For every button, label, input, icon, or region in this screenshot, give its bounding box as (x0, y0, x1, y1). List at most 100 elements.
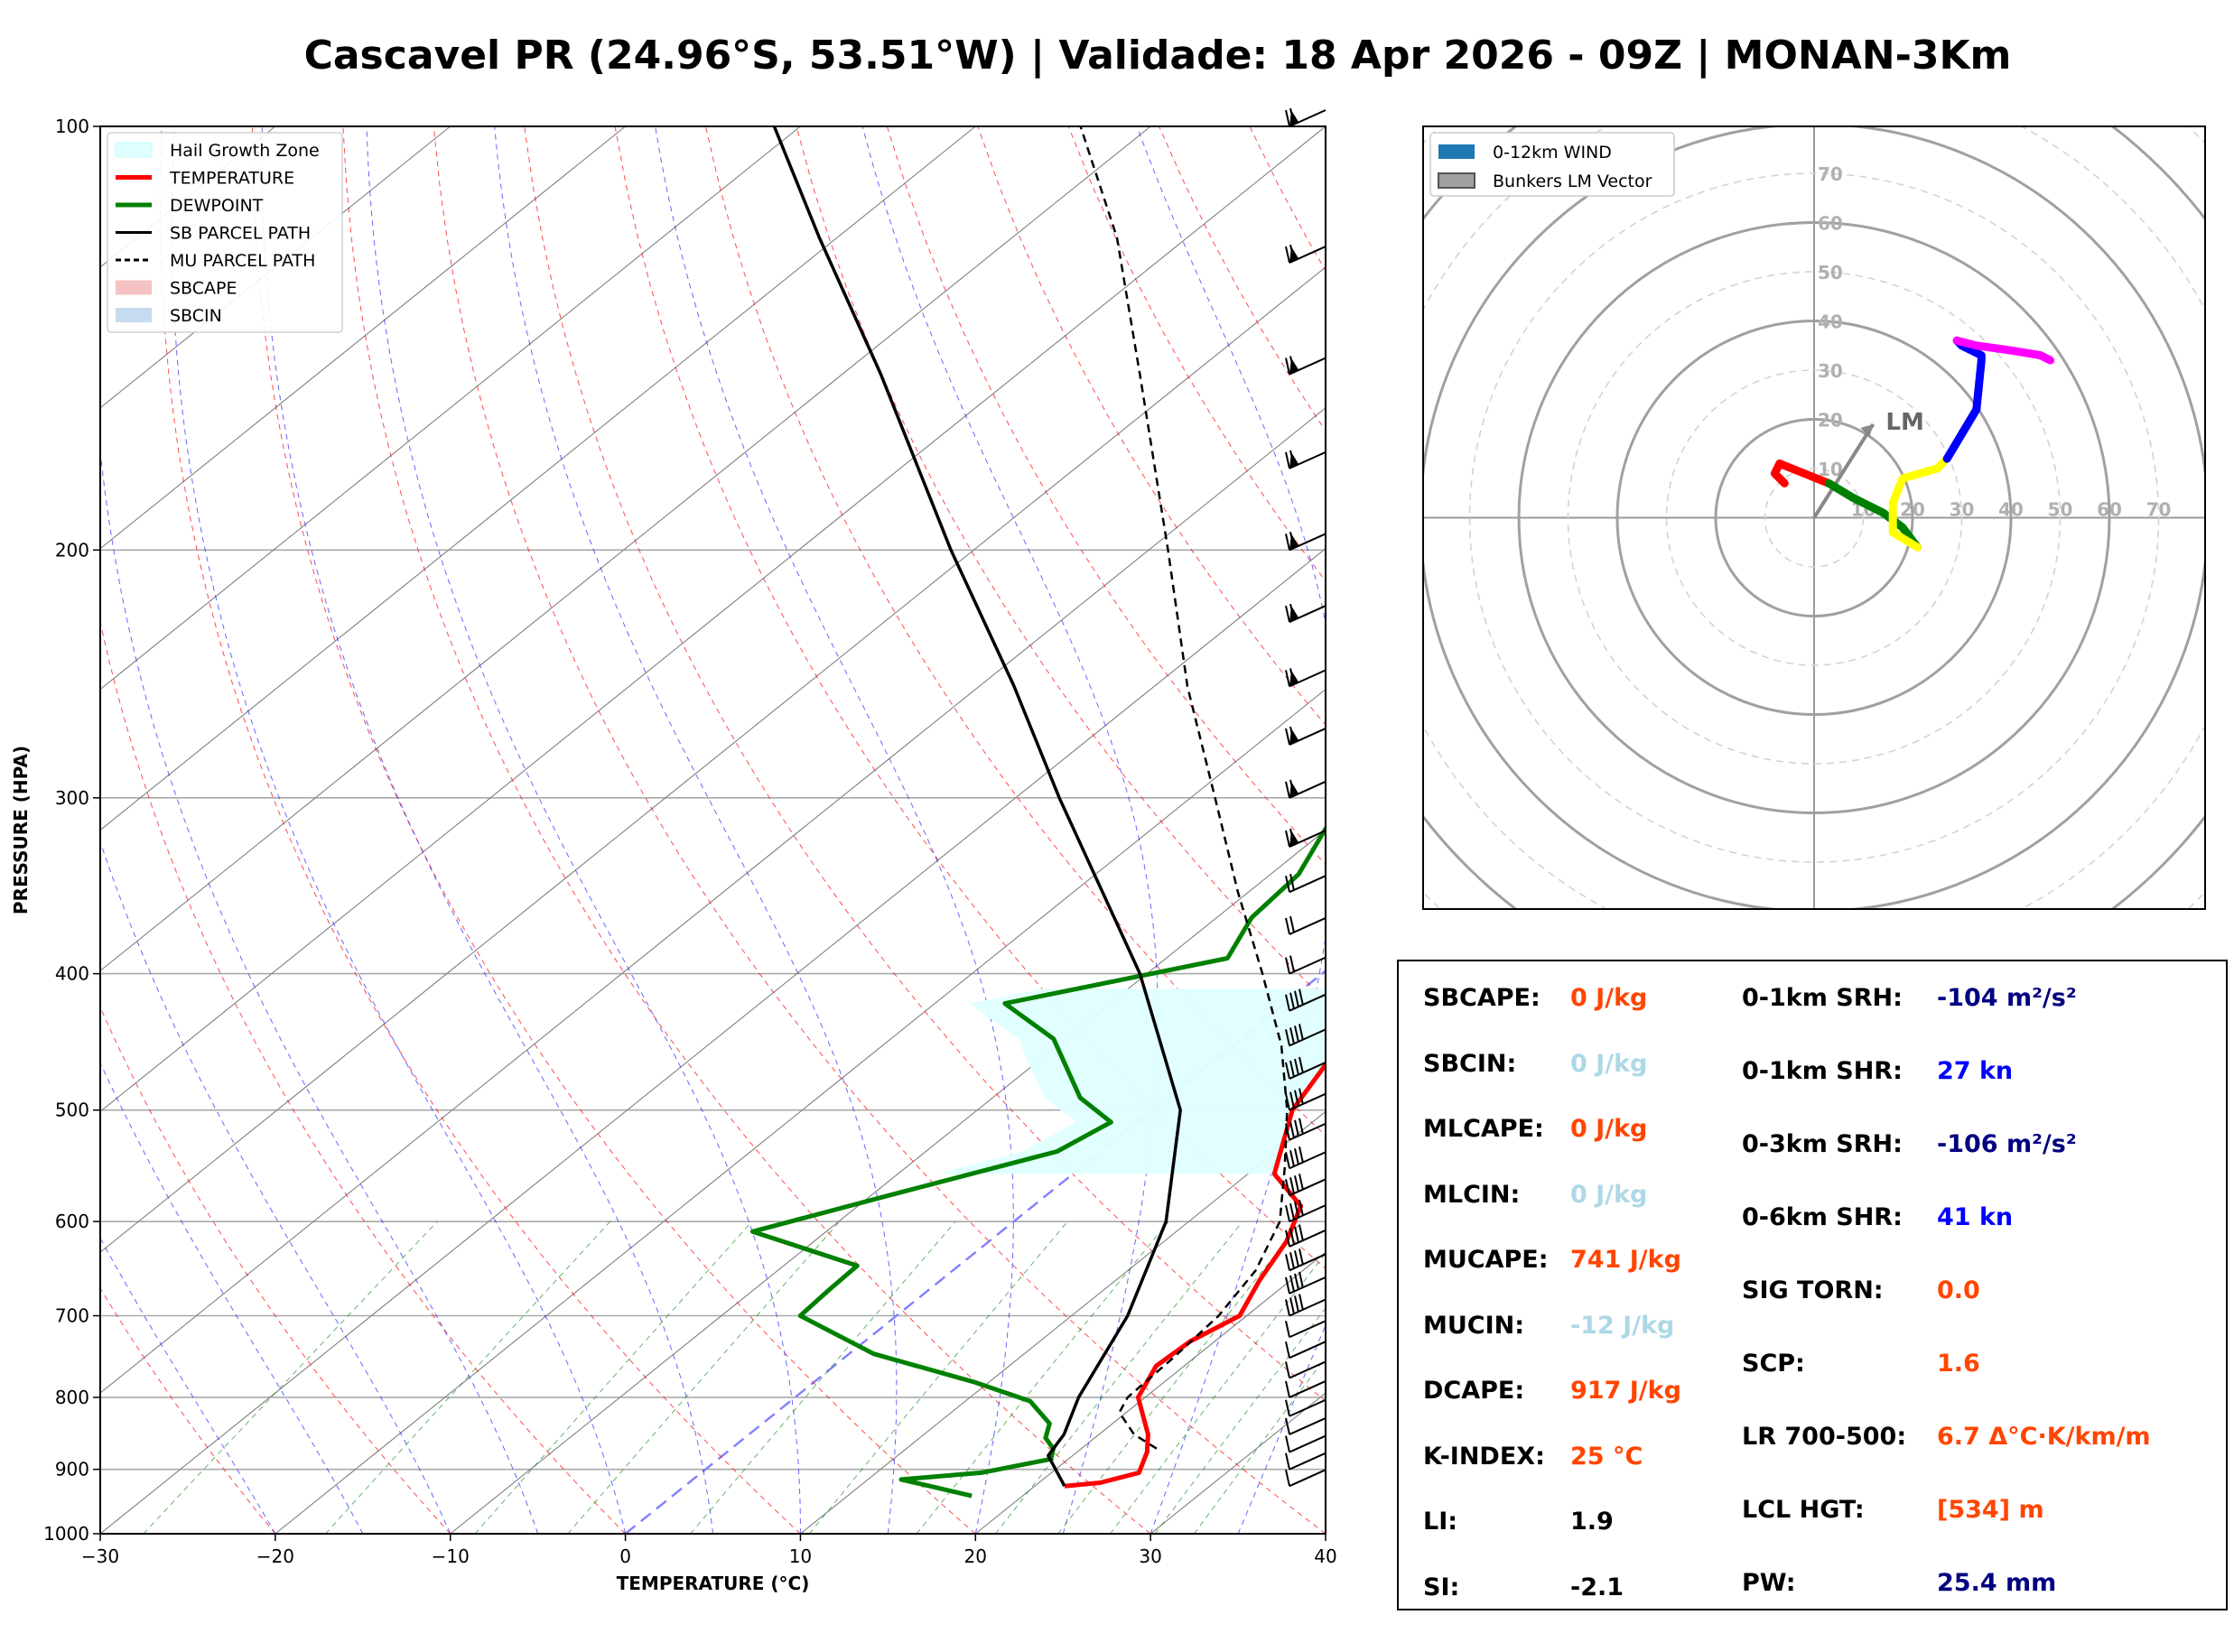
param-label: SBCIN: (1423, 1049, 1517, 1078)
dry-adiabat-line (159, 126, 801, 1534)
wind-barb (1285, 1088, 1326, 1111)
param-label: SBCAPE: (1423, 984, 1541, 1012)
wind-barb (1285, 1024, 1326, 1047)
dry-adiabat-line (977, 126, 1326, 726)
param-value: -2.1 (1570, 1573, 1624, 1601)
moist-adiabat-line (171, 126, 627, 1534)
isotherm-line (100, 126, 1326, 1113)
legend-swatch (115, 142, 153, 158)
mixing-ratio-line (325, 1220, 611, 1534)
wind-barb (1285, 779, 1326, 799)
param-value: 41 kn (1937, 1203, 2014, 1231)
wind-barb (1285, 955, 1326, 975)
moist-adiabat-line (100, 1237, 276, 1534)
y-tick-label: 900 (55, 1459, 89, 1480)
param-value: 27 kn (1937, 1057, 2014, 1085)
skewt-legend-box (107, 132, 343, 333)
wind-barb (1285, 244, 1326, 264)
y-tick-label: 200 (55, 539, 89, 561)
param-value: [534] m (1937, 1496, 2044, 1524)
x-tick-label: −20 (256, 1545, 294, 1567)
wind-barb (1285, 450, 1326, 469)
legend-entry: TEMPERATURE (116, 169, 294, 189)
param-label: LCL HGT: (1742, 1496, 1865, 1524)
param-value: 0 J/kg (1570, 1115, 1648, 1143)
param-value: 6.7 Δ°C·K/km/m (1937, 1423, 2151, 1451)
param-value: 25.4 mm (1937, 1569, 2057, 1597)
isotherm-line (100, 547, 1326, 1534)
param-label: 0-1km SRH: (1742, 984, 1903, 1012)
y-tick-label: 600 (55, 1211, 89, 1232)
isotherm-line (100, 126, 801, 691)
mixing-ratio-line (1154, 1307, 1326, 1534)
wind-barb (1285, 1434, 1326, 1453)
moist-adiabat-line (261, 126, 713, 1534)
wind-barb (1285, 1174, 1326, 1197)
wind-barb (1285, 1118, 1326, 1141)
wind-barb (1285, 1469, 1326, 1488)
mixing-ratio-line (690, 1220, 956, 1534)
wind-barb (1285, 1380, 1326, 1398)
isotherm-line (100, 126, 626, 550)
wind-barb (1285, 1224, 1326, 1248)
legend-swatch (116, 308, 152, 322)
legend-label: SBCIN (170, 306, 222, 326)
param-value: 25 °C (1570, 1442, 1643, 1471)
param-label: MLCIN: (1423, 1180, 1521, 1209)
legend-label: MU PARCEL PATH (170, 251, 315, 271)
wind-barb (1285, 1320, 1326, 1339)
mixing-ratio-line (143, 1220, 438, 1534)
moist-adiabat-line (100, 1062, 364, 1534)
param-value: -104 m²/s² (1937, 984, 2077, 1012)
legend-label: Hail Growth Zone (170, 141, 320, 161)
y-tick-label: 100 (55, 116, 89, 137)
x-tick-label: −10 (432, 1545, 470, 1567)
param-label: LR 700-500: (1742, 1423, 1907, 1451)
dry-adiabat-line (252, 126, 976, 1534)
dry-adiabat-line (433, 126, 1326, 1534)
dry-adiabat-line (342, 126, 1151, 1534)
isotherm-line (100, 126, 451, 409)
x-tick-label: 40 (1314, 1545, 1336, 1567)
moist-adiabat-line (655, 126, 1014, 1534)
wind-barb (1285, 1248, 1326, 1272)
wind-barb (1285, 726, 1326, 746)
isotherm-line (800, 1110, 1326, 1534)
param-label: DCAPE: (1423, 1377, 1525, 1405)
param-label: 0-6km SHR: (1742, 1203, 1903, 1231)
dry-adiabat-line (100, 619, 626, 1534)
mixing-ratio-line (995, 1220, 1243, 1534)
wind-barb (1285, 1341, 1326, 1360)
x-tick-label: 20 (964, 1545, 987, 1567)
param-value: 917 J/kg (1570, 1377, 1681, 1405)
wind-barb (1285, 603, 1326, 623)
wind-barb (1285, 828, 1326, 848)
hail-growth-zone (937, 988, 1326, 1174)
dry-adiabat-line (705, 126, 1326, 1137)
param-label: SCP: (1742, 1350, 1805, 1378)
moist-adiabat-line (100, 445, 539, 1534)
param-value: 0 J/kg (1570, 1049, 1648, 1078)
param-label: SI: (1423, 1573, 1460, 1601)
x-tick-label: 30 (1139, 1545, 1161, 1567)
param-label: K-INDEX: (1423, 1442, 1545, 1471)
param-label: LI: (1423, 1508, 1458, 1536)
mu-parcel-path-line (1079, 126, 1289, 1450)
y-tick-label: 300 (55, 787, 89, 809)
param-value: 0.0 (1937, 1276, 1980, 1304)
param-label: MUCIN: (1423, 1311, 1525, 1340)
wind-barb (1285, 1271, 1326, 1295)
dry-adiabat-line (796, 126, 1326, 1002)
wind-barb (1285, 1452, 1326, 1471)
skewt-frame (99, 125, 1326, 1535)
moist-adiabat-line (494, 126, 898, 1534)
wind-barb (1285, 107, 1326, 127)
param-value: 0 J/kg (1570, 984, 1648, 1012)
parameters-panel: SBCAPE: 0 J/kg SBCIN: 0 J/kg MLCAPE: 0 J/kg ML… (1397, 960, 2228, 1610)
wind-barb (1285, 1056, 1326, 1080)
wind-barb (1285, 668, 1326, 688)
x-tick-label: 10 (789, 1545, 812, 1567)
x-tick-label: −30 (81, 1545, 119, 1567)
dry-adiabat-line (100, 1287, 276, 1534)
y-tick-label: 1000 (43, 1523, 89, 1545)
